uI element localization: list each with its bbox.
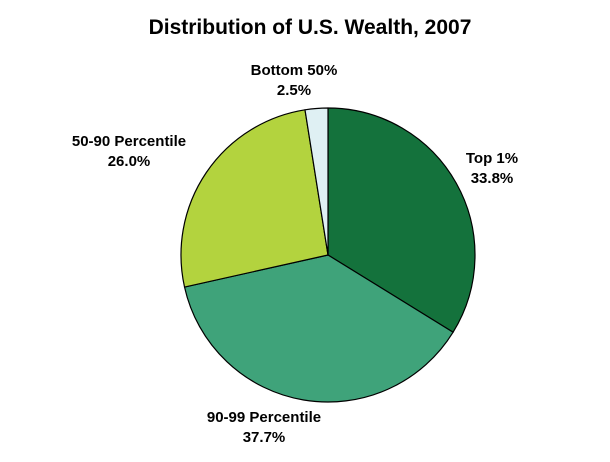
pie-slice-bottom-50 — [304, 107, 329, 256]
chart-title: Distribution of U.S. Wealth, 2007 — [149, 16, 472, 39]
label-50-90-percentile: 50-90 Percentile 26.0% — [72, 133, 186, 170]
pie-slice-90-99-percentile — [183, 254, 454, 403]
slice-value-50-90-percentile: 26.0% — [108, 153, 151, 170]
label-90-99-percentile: 90-99 Percentile 37.7% — [207, 409, 321, 446]
pie-slices — [180, 107, 476, 403]
label-top-1: Top 1% 33.8% — [466, 150, 518, 187]
slice-label-50-90-percentile: 50-90 Percentile — [72, 133, 186, 150]
slice-label-90-99-percentile: 90-99 Percentile — [207, 409, 321, 426]
slice-value-90-99-percentile: 37.7% — [243, 429, 286, 446]
slice-label-top-1: Top 1% — [466, 150, 518, 167]
slice-value-bottom-50: 2.5% — [277, 82, 311, 99]
label-bottom-50: Bottom 50% 2.5% — [251, 62, 338, 99]
slice-label-bottom-50: Bottom 50% — [251, 62, 338, 79]
slice-value-top-1: 33.8% — [471, 170, 514, 187]
pie-slice-50-90-percentile — [180, 109, 329, 288]
pie-slice-top-1 — [327, 107, 476, 333]
